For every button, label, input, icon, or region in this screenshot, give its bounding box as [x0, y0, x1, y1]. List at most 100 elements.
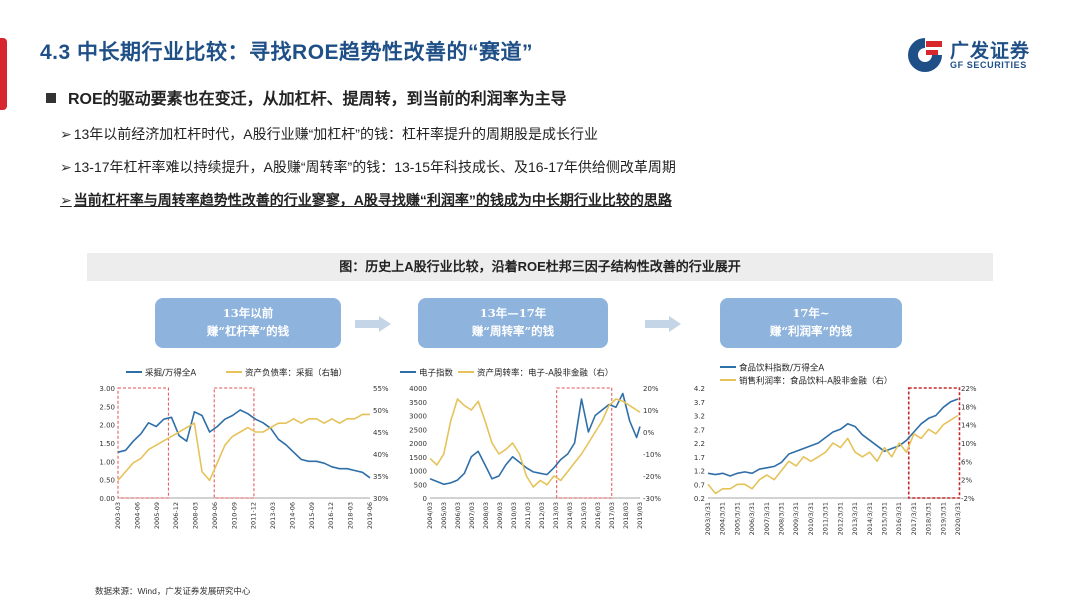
y-left-tick-label: 0.2	[694, 495, 705, 503]
y-right-tick-label: 40%	[373, 451, 389, 459]
x-tick-label: 2005-09	[153, 502, 161, 529]
y-left-tick-label: 0.7	[694, 481, 705, 489]
y-left-tick-label: 2.7	[694, 426, 705, 434]
sub-bullet-1: ➢ 13年以前经济加杠杆时代，A股行业赚“加杠杆”的钱：杠杆率提升的周期股是成长行…	[60, 124, 598, 144]
x-tick-label: 2009-06	[211, 502, 219, 529]
x-tick-label: 2016/03	[594, 502, 602, 529]
series-line	[429, 398, 641, 488]
company-logo: 广发证券 GF SECURITIES	[906, 34, 1046, 76]
right-arrow-icon	[355, 316, 391, 332]
y-left-tick-label: 2.2	[694, 440, 705, 448]
x-tick-label: 2004/3/31	[719, 502, 727, 535]
chart-turnover-svg: 0 500 1000 1500 2000 2500 3000 3500 4000 -30% -20%…	[400, 368, 661, 529]
chart-turnover: 0 500 1000 1500 2000 2500 3000 3500 4000 -30% -20%…	[400, 360, 680, 582]
gf-logo-icon	[908, 38, 942, 72]
arrow-bullet-icon: ➢	[60, 126, 72, 142]
y-right-tick-label: 55%	[373, 385, 389, 393]
phase-line1: 17年~	[792, 306, 830, 320]
y-left-tick-label: 0.50	[99, 477, 115, 485]
chart-margin-svg: 0.2 0.7 1.2 1.7 2.2 2.7 3.2 3.7 4.2 -2% 2% 6% 10% 14%…	[694, 363, 977, 536]
right-arrow-icon	[645, 316, 681, 332]
sub-bullet-3: ➢ 当前杠杆率与周转率趋势性改善的行业寥寥，A股寻找赚“利润率”的钱成为中长期行业…	[60, 190, 672, 210]
highlight-period-box	[556, 387, 613, 499]
x-tick-label: 2015/3/31	[880, 502, 888, 535]
page-title: 4.3 中长期行业比较：寻找ROE趋势性改善的“赛道”	[40, 41, 534, 64]
phase-line2: 赚“杠杆率”的钱	[206, 324, 290, 338]
x-tick-label: 2019/3/31	[939, 502, 947, 535]
chart-margin: 0.2 0.7 1.2 1.7 2.2 2.7 3.2 3.7 4.2 -2% 2% 6% 10% 14%…	[680, 360, 992, 582]
x-tick-label: 2010/3/31	[807, 502, 815, 535]
y-left-tick-label: 3.00	[99, 385, 115, 393]
logo-text-en: GF SECURITIES	[950, 60, 1027, 70]
y-left-tick-label: 4000	[409, 385, 427, 393]
x-tick-label: 2005/3/31	[733, 502, 741, 535]
y-left-tick-label: 3500	[409, 399, 427, 407]
y-right-tick-label: 6%	[961, 458, 972, 466]
highlight-period-box	[907, 387, 961, 499]
sub-bullet-text: 13-17年杠杆率难以持续提升，A股赚“周转率”的钱：13-15年科技成长、及1…	[73, 159, 676, 175]
series-line	[707, 414, 959, 495]
y-left-tick-label: 3000	[409, 413, 427, 421]
x-tick-label: 2013-03	[269, 502, 277, 529]
x-tick-label: 2013/3/31	[851, 502, 859, 535]
x-tick-label: 2008-03	[192, 502, 200, 529]
x-tick-label: 2011-12	[250, 502, 258, 529]
y-right-tick-label: 20%	[643, 385, 659, 393]
phase-line2: 赚“利润率”的钱	[769, 324, 853, 338]
arrow-bullet-icon: ➢	[60, 192, 72, 208]
x-tick-label: 2012/03	[538, 502, 546, 529]
y-right-tick-label: 35%	[373, 473, 389, 481]
x-tick-label: 2005/03	[440, 502, 448, 529]
y-right-tick-label: 45%	[373, 429, 389, 437]
y-left-tick-label: 4.2	[694, 385, 705, 393]
x-tick-label: 2019/03	[636, 502, 644, 529]
y-right-tick-label: -10%	[643, 451, 661, 459]
series-line	[429, 392, 641, 486]
sub-bullet-2: ➢ 13-17年杠杆率难以持续提升，A股赚“周转率”的钱：13-15年科技成长、及…	[60, 157, 676, 177]
y-left-tick-label: 1.2	[694, 468, 705, 476]
y-right-tick-label: 18%	[961, 403, 977, 411]
x-tick-label: 2017/03	[608, 502, 616, 529]
x-tick-label: 2013/03	[552, 502, 560, 529]
y-right-tick-label: -2%	[961, 495, 975, 503]
x-tick-label: 2014/3/31	[866, 502, 874, 535]
x-tick-label: 2009/3/31	[792, 502, 800, 535]
y-left-tick-label: 1000	[409, 468, 427, 476]
legend-label: 食品饮料指数/万得全A	[739, 363, 824, 374]
y-left-tick-label: 3.2	[694, 413, 705, 421]
series-line	[707, 398, 959, 477]
x-tick-label: 2006-12	[172, 502, 180, 529]
phase-box-3: 17年~ 赚“利润率”的钱	[720, 298, 902, 348]
y-right-tick-label: 22%	[961, 385, 977, 393]
x-tick-label: 2014-06	[288, 502, 296, 529]
x-tick-label: 2007/3/31	[763, 502, 771, 535]
x-tick-label: 2008/03	[482, 502, 490, 529]
x-tick-label: 2019-06	[366, 502, 374, 529]
x-tick-label: 2012/3/31	[836, 502, 844, 535]
phase-box-2: 13年—17年 赚“周转率”的钱	[418, 298, 608, 348]
x-tick-label: 2010/03	[510, 502, 518, 529]
y-right-tick-label: 10%	[961, 440, 977, 448]
series-line	[117, 409, 371, 479]
legend-label: 采掘/万得全A	[145, 368, 196, 379]
highlight-period-box	[117, 387, 169, 499]
arrow-bullet-icon: ➢	[60, 159, 72, 175]
accent-bar	[0, 38, 7, 110]
phase-line1: 13年—17年	[479, 306, 547, 320]
x-tick-label: 2003-03	[114, 502, 122, 529]
chart-leverage-svg: 0.00 0.50 1.00 1.50 2.00 2.50 3.00 30% 35% 40% 45%…	[99, 368, 389, 530]
main-bullet: ROE的驱动要素也在变迁，从加杠杆、提周转，到当前的利润率为主导	[46, 85, 567, 109]
x-tick-label: 2015/03	[580, 502, 588, 529]
y-right-tick-label: 50%	[373, 407, 389, 415]
data-source: 数据来源：Wind，广发证券发展研究中心	[95, 586, 251, 596]
x-tick-label: 2006/3/31	[748, 502, 756, 535]
y-right-tick-label: 10%	[643, 407, 659, 415]
chart-leverage: 0.00 0.50 1.00 1.50 2.00 2.50 3.00 30% 35% 40% 45%…	[88, 360, 408, 582]
x-tick-label: 2008/3/31	[778, 502, 786, 535]
x-tick-label: 2018/3/31	[925, 502, 933, 535]
x-tick-label: 2016/3/31	[895, 502, 903, 535]
phase-line1: 13年以前	[222, 306, 274, 320]
logo-text-cn: 广发证券	[950, 41, 1031, 62]
x-tick-label: 2014/03	[566, 502, 574, 529]
x-tick-label: 2004/03	[426, 502, 434, 529]
